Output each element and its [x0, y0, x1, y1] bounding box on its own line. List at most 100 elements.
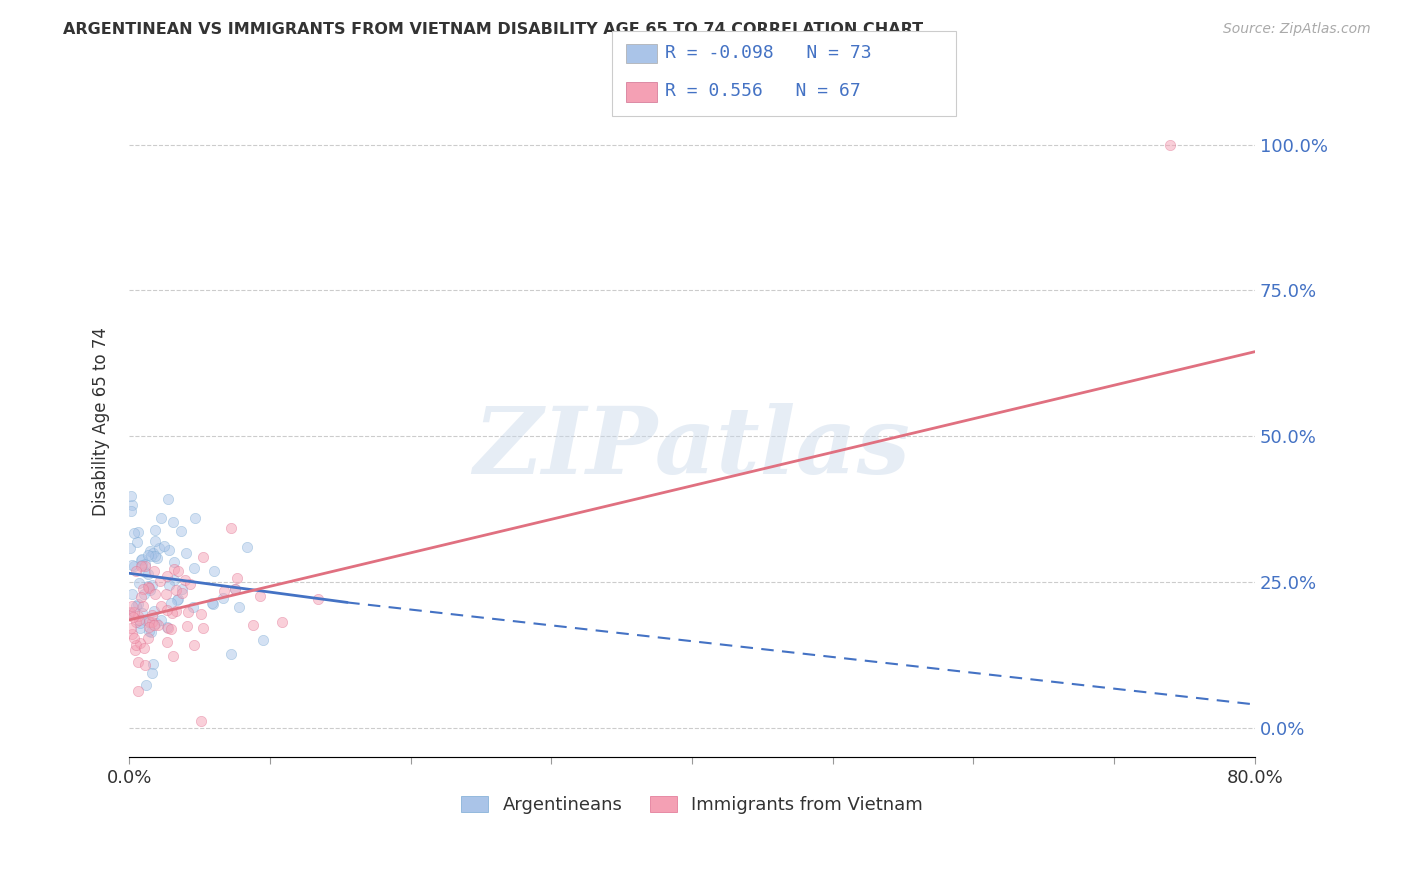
Point	[193, 549, 215, 564]
Point	[163, 555, 186, 569]
Point	[142, 604, 165, 618]
Point	[122, 558, 145, 573]
Point	[138, 615, 160, 629]
Point	[219, 521, 242, 535]
Point	[228, 600, 250, 615]
Point	[129, 615, 152, 630]
Point	[162, 649, 184, 664]
Text: R = -0.098   N = 73: R = -0.098 N = 73	[665, 44, 872, 62]
Point	[127, 684, 149, 698]
Point	[145, 616, 167, 631]
Point	[127, 524, 149, 539]
Point	[159, 577, 181, 591]
Point	[134, 613, 156, 627]
Point	[131, 558, 153, 572]
Point	[212, 591, 235, 606]
Point	[160, 622, 183, 636]
Point	[120, 605, 142, 619]
Point	[174, 573, 197, 587]
Point	[163, 573, 186, 587]
Point	[172, 582, 194, 596]
Text: R = 0.556   N = 67: R = 0.556 N = 67	[665, 82, 860, 100]
Point	[149, 574, 172, 588]
Point	[127, 534, 149, 549]
Point	[122, 526, 145, 541]
Point	[1159, 137, 1181, 152]
Point	[252, 632, 274, 647]
Point	[165, 583, 187, 598]
Y-axis label: Disability Age 65 to 74: Disability Age 65 to 74	[93, 327, 110, 516]
Point	[121, 587, 143, 601]
Point	[122, 605, 145, 619]
Point	[179, 576, 201, 591]
Point	[124, 642, 146, 657]
Point	[201, 596, 224, 610]
Point	[148, 618, 170, 632]
Point	[160, 606, 183, 620]
Point	[120, 621, 142, 635]
Point	[184, 510, 207, 524]
Point	[129, 621, 152, 635]
Point	[183, 560, 205, 574]
Point	[136, 566, 159, 581]
Point	[138, 579, 160, 593]
Point	[176, 547, 198, 561]
Point	[141, 666, 163, 681]
Point	[271, 615, 294, 630]
Point	[139, 582, 162, 597]
Point	[136, 631, 159, 645]
Point	[129, 559, 152, 574]
Point	[307, 591, 329, 606]
Point	[193, 621, 215, 635]
Point	[122, 631, 145, 645]
Point	[135, 678, 157, 692]
Point	[121, 558, 143, 572]
Point	[167, 592, 190, 607]
Point	[129, 636, 152, 650]
Legend: Argentineans, Immigrants from Vietnam: Argentineans, Immigrants from Vietnam	[454, 789, 931, 822]
Point	[156, 620, 179, 634]
Point	[249, 589, 271, 603]
Point	[120, 607, 142, 621]
Point	[134, 558, 156, 573]
Point	[170, 586, 193, 600]
Point	[150, 599, 173, 613]
Point	[156, 603, 179, 617]
Point	[160, 596, 183, 610]
Point	[141, 625, 163, 640]
Point	[202, 565, 225, 579]
Point	[143, 564, 166, 578]
Point	[156, 569, 179, 583]
Point	[125, 564, 148, 578]
Point	[156, 635, 179, 649]
Point	[165, 604, 187, 618]
Point	[190, 714, 212, 728]
Point	[143, 587, 166, 601]
Point	[139, 543, 162, 558]
Point	[139, 549, 162, 563]
Point	[141, 608, 163, 623]
Point	[236, 541, 259, 555]
Point	[121, 504, 143, 518]
Point	[166, 564, 188, 578]
Point	[183, 638, 205, 652]
Text: Source: ZipAtlas.com: Source: ZipAtlas.com	[1223, 22, 1371, 37]
Point	[125, 599, 148, 613]
Point	[143, 524, 166, 538]
Point	[202, 597, 225, 611]
Point	[127, 608, 149, 623]
Point	[141, 615, 163, 629]
Point	[129, 591, 152, 605]
Point	[214, 583, 236, 598]
Point	[134, 658, 156, 673]
Point	[224, 582, 246, 597]
Point	[219, 647, 242, 661]
Point	[142, 546, 165, 560]
Point	[157, 621, 180, 635]
Point	[120, 541, 142, 555]
Point	[121, 599, 143, 613]
Point	[138, 581, 160, 595]
Point	[120, 489, 142, 503]
Point	[148, 541, 170, 555]
Point	[143, 549, 166, 564]
